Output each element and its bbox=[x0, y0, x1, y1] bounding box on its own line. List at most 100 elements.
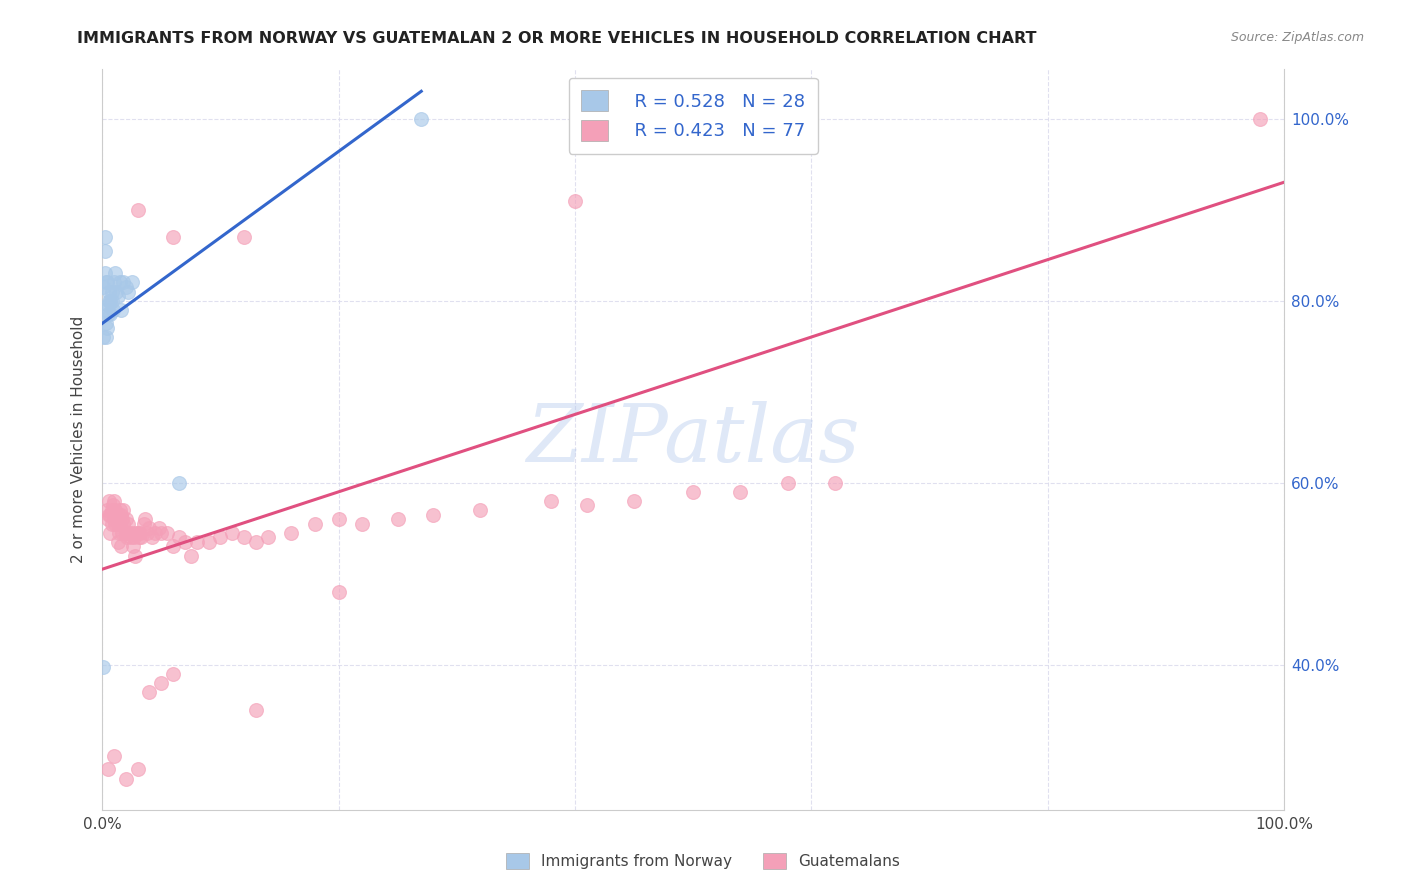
Point bbox=[127, 525, 149, 540]
Point bbox=[245, 535, 267, 549]
Point bbox=[136, 525, 159, 540]
Text: ZIPatlas: ZIPatlas bbox=[526, 401, 860, 478]
Point bbox=[103, 748, 125, 763]
Point bbox=[110, 302, 132, 317]
Point bbox=[112, 516, 135, 531]
Point bbox=[103, 512, 125, 526]
Point bbox=[107, 289, 129, 303]
Point bbox=[107, 516, 129, 531]
Point bbox=[104, 503, 127, 517]
Point bbox=[162, 540, 184, 554]
Point bbox=[93, 280, 115, 294]
Point bbox=[824, 475, 846, 490]
Point bbox=[730, 484, 752, 499]
Point bbox=[110, 540, 132, 554]
Point bbox=[564, 194, 586, 208]
Point bbox=[111, 525, 134, 540]
Point bbox=[105, 508, 128, 522]
Point bbox=[180, 549, 202, 563]
Point bbox=[93, 230, 115, 244]
Point bbox=[138, 521, 160, 535]
Point bbox=[575, 499, 598, 513]
Point bbox=[623, 494, 645, 508]
Point bbox=[682, 484, 704, 499]
Point bbox=[540, 494, 562, 508]
Point bbox=[98, 293, 121, 308]
Point bbox=[120, 530, 142, 544]
Legend:   R = 0.528   N = 28,   R = 0.423   N = 77: R = 0.528 N = 28, R = 0.423 N = 77 bbox=[568, 78, 817, 153]
Y-axis label: 2 or more Vehicles in Household: 2 or more Vehicles in Household bbox=[72, 316, 86, 563]
Point bbox=[100, 293, 122, 308]
Point bbox=[107, 535, 129, 549]
Point bbox=[97, 307, 120, 321]
Point bbox=[122, 540, 145, 554]
Point bbox=[209, 530, 232, 544]
Point bbox=[100, 293, 122, 308]
Point bbox=[148, 521, 170, 535]
Point bbox=[93, 302, 115, 317]
Point bbox=[280, 525, 302, 540]
Point bbox=[96, 503, 118, 517]
Point bbox=[98, 285, 121, 299]
Point bbox=[100, 307, 122, 321]
Point bbox=[115, 280, 138, 294]
Point bbox=[93, 244, 115, 258]
Point bbox=[93, 266, 115, 280]
Point bbox=[1249, 112, 1271, 126]
Point bbox=[124, 549, 146, 563]
Point bbox=[100, 285, 122, 299]
Point bbox=[132, 516, 155, 531]
Point bbox=[174, 535, 197, 549]
Point bbox=[101, 302, 124, 317]
Point bbox=[108, 276, 131, 290]
Point bbox=[115, 530, 138, 544]
Point bbox=[127, 763, 149, 777]
Point bbox=[107, 508, 129, 522]
Point bbox=[256, 530, 278, 544]
Point bbox=[470, 503, 492, 517]
Point bbox=[93, 659, 115, 673]
Point bbox=[122, 530, 145, 544]
Point bbox=[97, 298, 120, 312]
Point bbox=[97, 763, 120, 777]
Point bbox=[112, 503, 135, 517]
Point bbox=[98, 508, 121, 522]
Point bbox=[94, 330, 117, 344]
Point bbox=[100, 525, 122, 540]
Point bbox=[167, 530, 190, 544]
Point bbox=[100, 503, 122, 517]
Text: IMMIGRANTS FROM NORWAY VS GUATEMALAN 2 OR MORE VEHICLES IN HOUSEHOLD CORRELATION: IMMIGRANTS FROM NORWAY VS GUATEMALAN 2 O… bbox=[77, 31, 1036, 46]
Point bbox=[118, 525, 141, 540]
Point bbox=[108, 516, 131, 531]
Point bbox=[245, 703, 267, 717]
Point bbox=[776, 475, 799, 490]
Point bbox=[100, 508, 122, 522]
Point bbox=[328, 512, 350, 526]
Point bbox=[93, 330, 115, 344]
Legend: Immigrants from Norway, Guatemalans: Immigrants from Norway, Guatemalans bbox=[501, 847, 905, 875]
Point bbox=[121, 525, 143, 540]
Point bbox=[117, 285, 139, 299]
Point bbox=[117, 516, 139, 531]
Point bbox=[138, 685, 160, 699]
Point bbox=[162, 666, 184, 681]
Point bbox=[94, 276, 117, 290]
Point bbox=[134, 512, 156, 526]
Point bbox=[422, 508, 444, 522]
Point bbox=[111, 512, 134, 526]
Point bbox=[121, 276, 143, 290]
Point bbox=[104, 266, 127, 280]
Point bbox=[114, 525, 136, 540]
Point bbox=[107, 525, 129, 540]
Point bbox=[162, 230, 184, 244]
Point bbox=[387, 512, 409, 526]
Point bbox=[108, 503, 131, 517]
Point bbox=[411, 112, 433, 126]
Point bbox=[304, 516, 326, 531]
Point bbox=[150, 676, 173, 690]
Point bbox=[233, 530, 256, 544]
Point bbox=[115, 512, 138, 526]
Point bbox=[110, 508, 132, 522]
Point bbox=[103, 494, 125, 508]
Point bbox=[186, 535, 208, 549]
